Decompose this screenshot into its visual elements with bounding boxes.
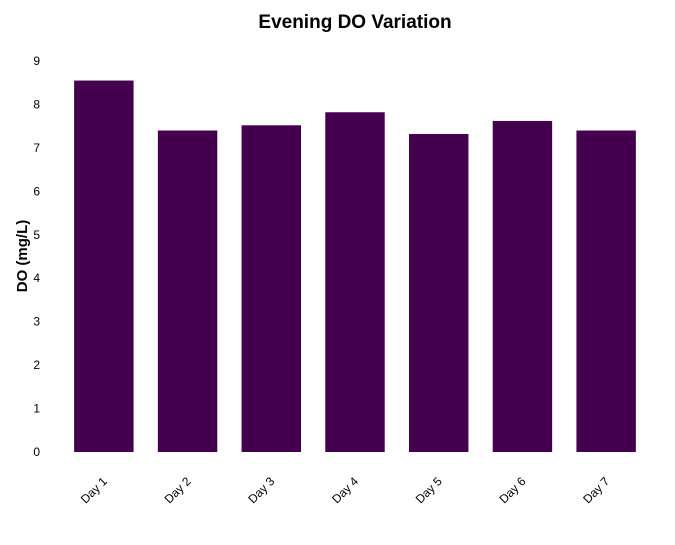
x-tick-label: Day 3 [245, 474, 277, 506]
bars [74, 80, 636, 453]
chart-title: Evening DO Variation [258, 12, 451, 33]
y-tick-label: 6 [33, 184, 40, 198]
y-tick-label: 8 [33, 97, 40, 111]
y-axis-ticks: 0 1 2 3 4 5 6 7 8 9 [33, 54, 40, 459]
y-tick-label: 2 [33, 358, 40, 372]
bar-day-7 [576, 130, 636, 452]
y-tick-label: 5 [33, 228, 40, 242]
x-axis-ticks: Day 1 Day 2 Day 3 Day 4 Day 5 Day 6 Day 7 [78, 474, 613, 506]
y-tick-label: 3 [33, 315, 40, 329]
y-axis-label: DO (mg/L) [14, 220, 31, 293]
bar-day-3 [241, 125, 302, 452]
x-tick-label: Day 5 [413, 474, 445, 506]
bar-day-5 [408, 133, 469, 452]
x-tick-label: Day 1 [78, 474, 110, 506]
y-tick-label: 0 [33, 445, 40, 459]
x-tick-label: Day 2 [162, 474, 194, 506]
bar-day-1 [74, 80, 134, 453]
y-tick-label: 7 [33, 141, 40, 155]
y-tick-label: 9 [33, 54, 40, 68]
y-tick-label: 4 [33, 271, 40, 285]
x-tick-label: Day 6 [496, 474, 528, 506]
bar-day-2 [157, 130, 218, 452]
bar-day-6 [492, 120, 553, 452]
x-tick-label: Day 4 [329, 474, 361, 506]
x-tick-label: Day 7 [580, 474, 612, 506]
bar-day-4 [325, 112, 385, 453]
y-tick-label: 1 [33, 402, 40, 416]
